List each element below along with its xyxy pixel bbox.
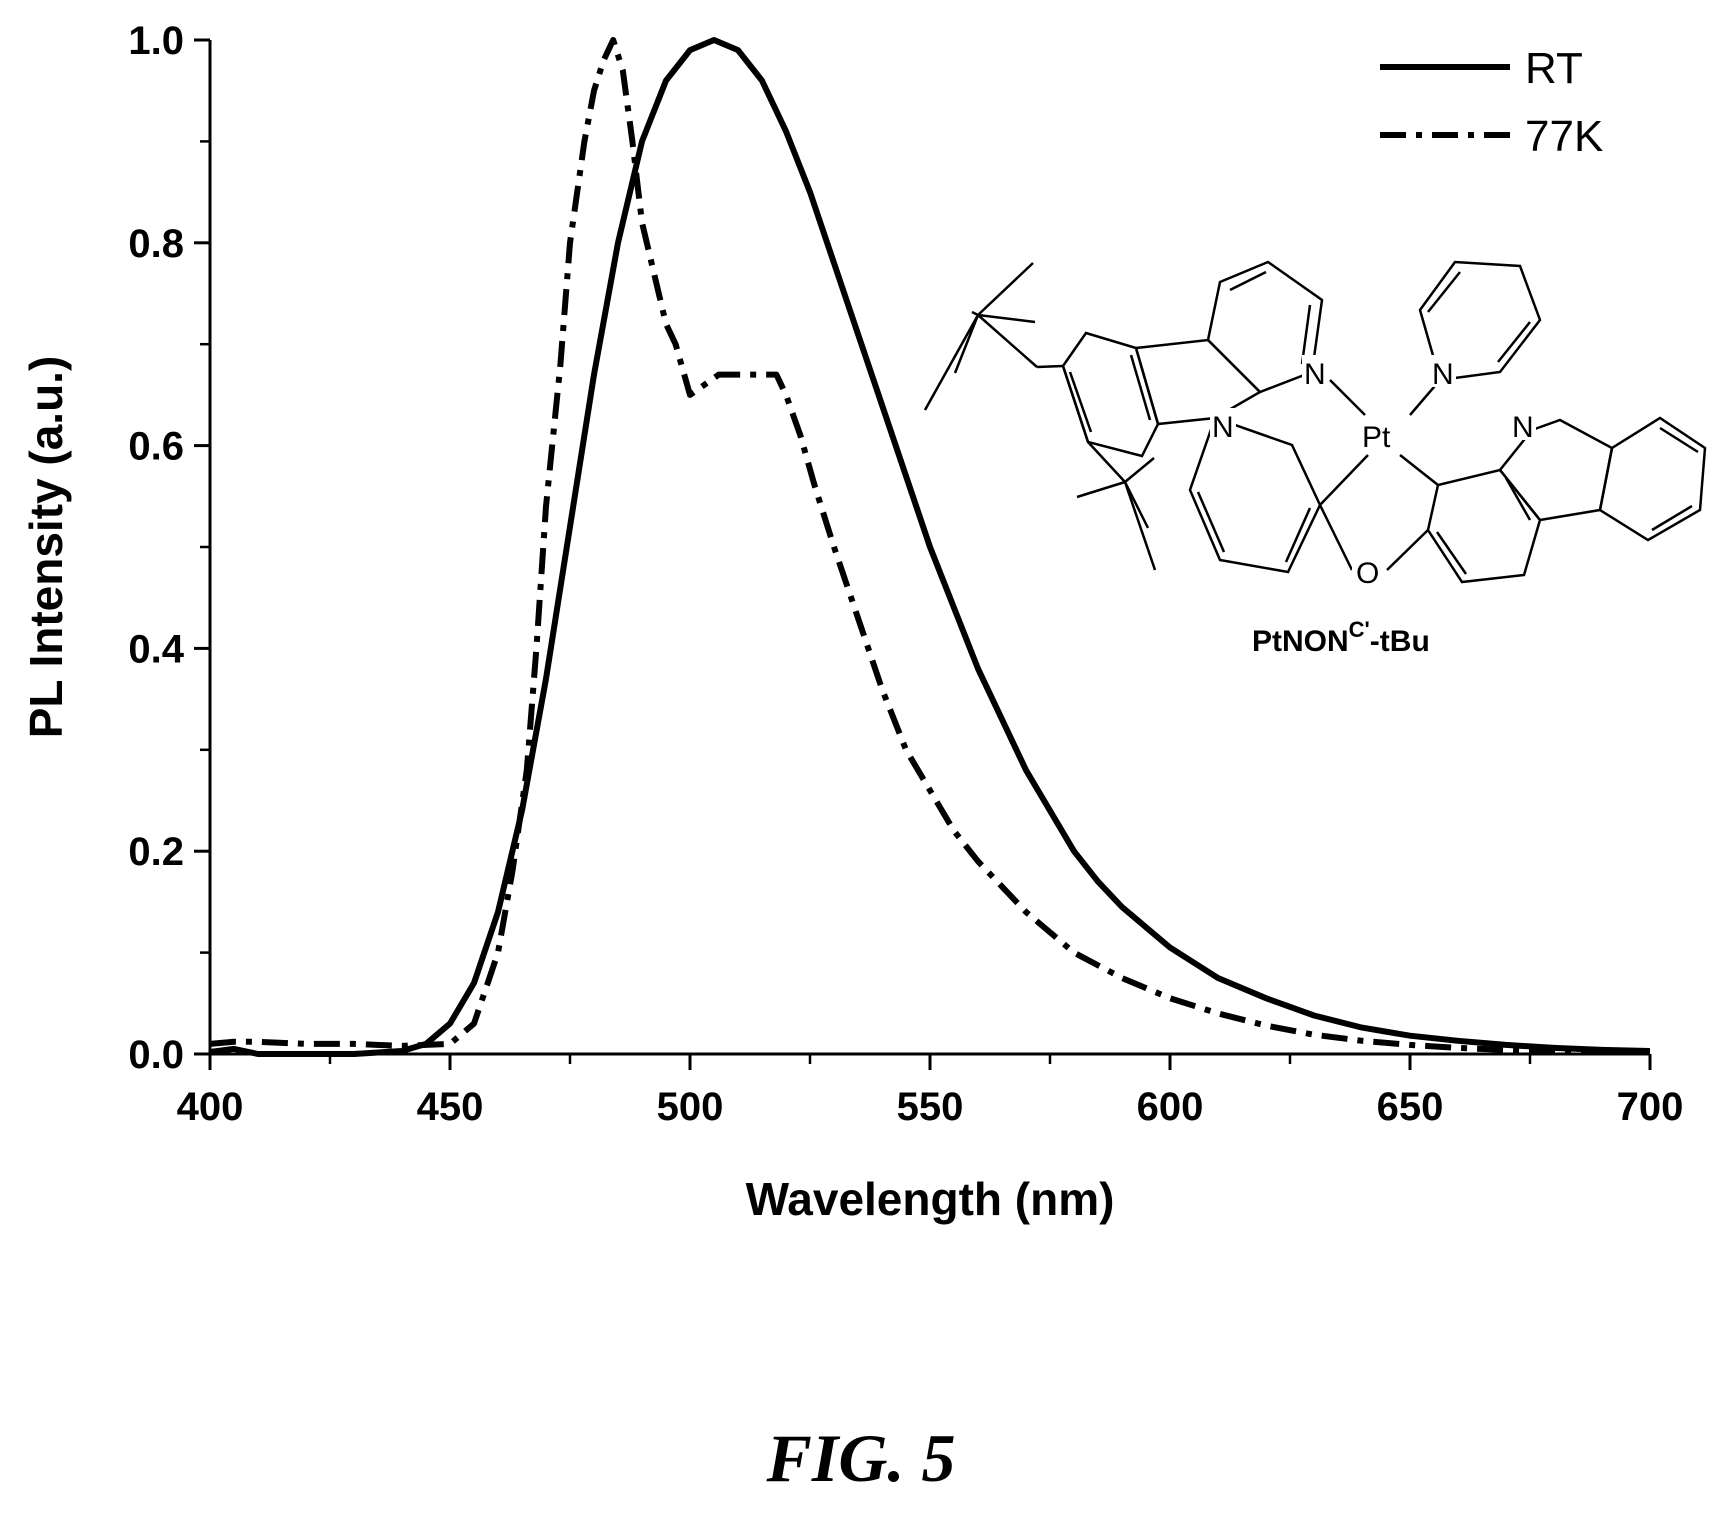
x-tick-label-400: 400 — [177, 1085, 244, 1129]
x-tick-label-700: 700 — [1617, 1085, 1684, 1129]
molecule-name-suffix: -tBu — [1370, 625, 1430, 658]
legend-label-rt: RT — [1525, 44, 1583, 93]
molecule-name-base: PtNON — [1252, 625, 1349, 658]
legend: RT 77K — [1380, 44, 1603, 161]
series-line-77k — [209, 37, 1650, 1055]
molecule-name-superscript: C' — [1349, 617, 1370, 642]
inset-atom-labels: N N N N Pt O — [1210, 355, 1536, 590]
x-axis-title: Wavelength (nm) — [746, 1173, 1115, 1225]
atom-o: O — [1356, 557, 1379, 590]
y-tick-label-0.8: 0.8 — [128, 222, 184, 266]
y-tick-label-0.2: 0.2 — [128, 830, 184, 874]
tick-labels: 400 450 500 550 600 650 700 0.0 0.2 0.4 0.6 0.8 1.0 — [128, 19, 1683, 1129]
series-layer — [209, 37, 1651, 1057]
x-tick-label-600: 600 — [1137, 1085, 1204, 1129]
y-tick-label-0.4: 0.4 — [128, 627, 184, 671]
x-tick-label-500: 500 — [657, 1085, 724, 1129]
y-tick-label-1.0: 1.0 — [128, 19, 184, 63]
atom-n-pyridine-left: N — [1304, 358, 1326, 391]
x-tick-label-450: 450 — [417, 1085, 484, 1129]
figure-caption: FIG. 5 — [766, 1420, 956, 1496]
x-tick-label-650: 650 — [1377, 1085, 1444, 1129]
atom-n-pyridine-right: N — [1432, 358, 1454, 391]
y-tick-label-0.6: 0.6 — [128, 425, 184, 469]
series-line-rt — [209, 37, 1651, 1057]
legend-label-77k: 77K — [1525, 112, 1603, 161]
y-axis-title: PL Intensity (a.u.) — [20, 356, 72, 739]
inset-molecule-structure — [923, 260, 1707, 584]
ticks — [194, 38, 1652, 1070]
molecule-name: PtNONC'-tBu — [1252, 617, 1430, 658]
atom-n-carbazole-left: N — [1212, 411, 1234, 444]
y-tick-label-0.0: 0.0 — [128, 1033, 184, 1077]
x-tick-label-550: 550 — [897, 1085, 964, 1129]
atom-n-carbazole-right: N — [1512, 411, 1534, 444]
atom-pt: Pt — [1362, 421, 1391, 454]
